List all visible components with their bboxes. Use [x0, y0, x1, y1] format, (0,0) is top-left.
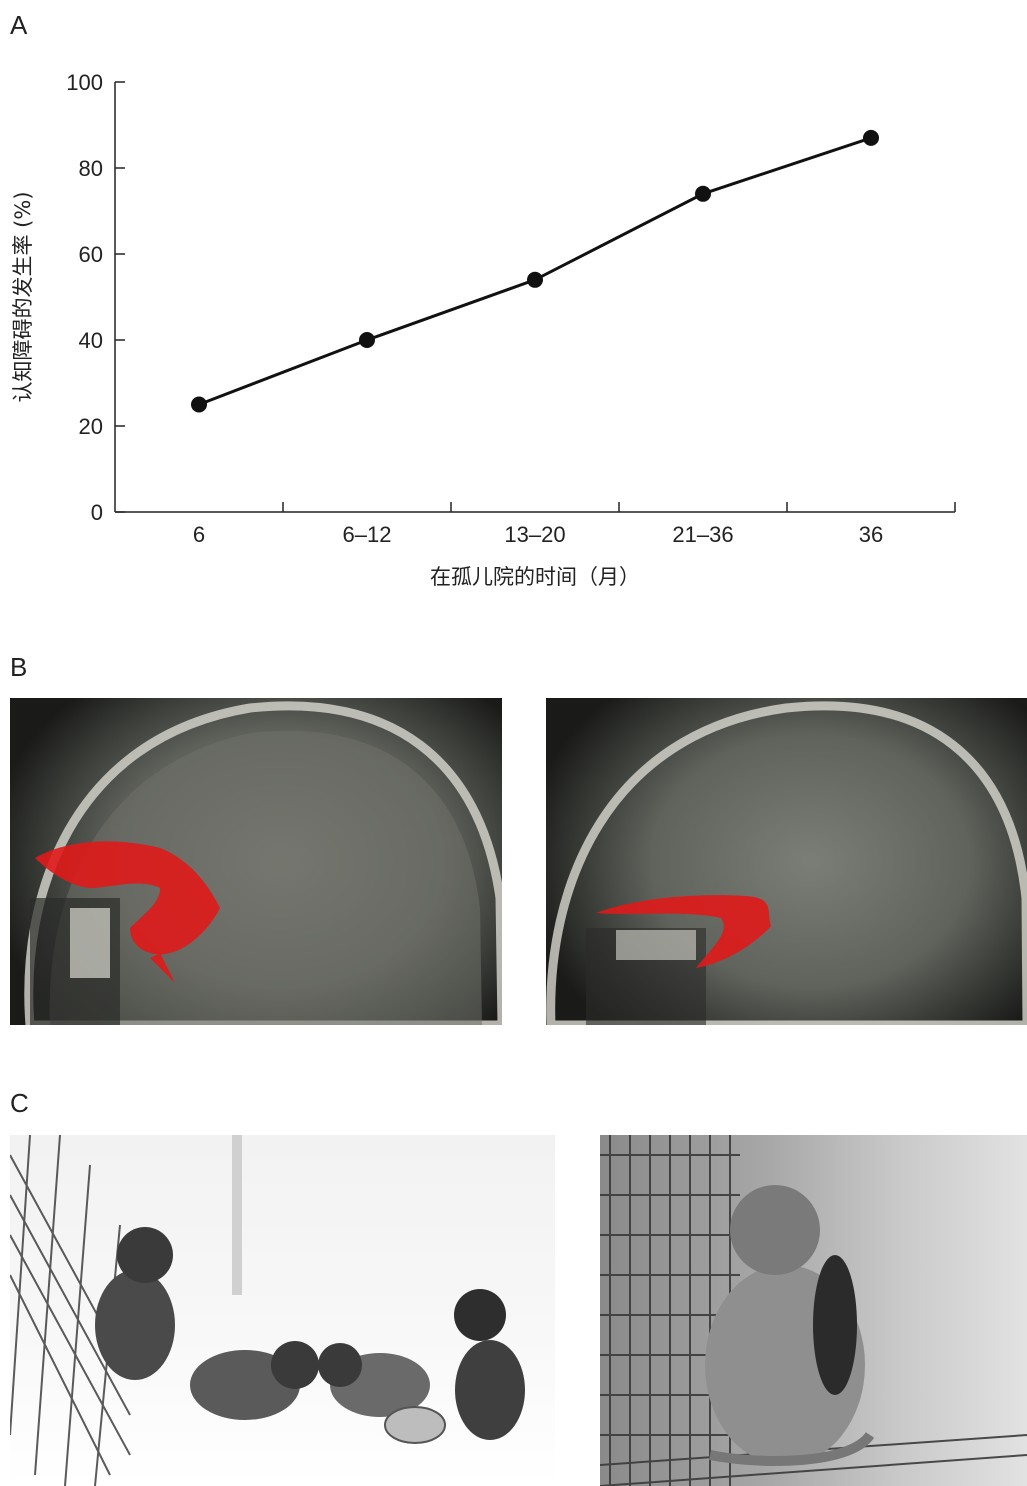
isolated-monkey-photo [600, 1135, 1027, 1486]
data-point [863, 129, 879, 146]
x-ticks: 6 6–12 13–20 21–36 36 [193, 502, 956, 547]
x-tick-label: 36 [859, 522, 883, 547]
data-point [695, 185, 711, 202]
red-tract-left [35, 841, 220, 955]
x-tick-label: 21–36 [672, 522, 733, 547]
mri-image-left [10, 698, 502, 1025]
x-axis-title: 在孤儿院的时间（月） [430, 565, 640, 589]
x-tick-label: 6–12 [343, 522, 392, 547]
line-chart: 0 20 40 60 80 100 6 6–12 13–20 21–36 36 在孤儿院的时间（月… [11, 70, 956, 589]
monkeys-group-photo [10, 1135, 555, 1486]
panel-label-c: C [10, 1088, 29, 1118]
mri-image-right [546, 698, 1027, 1025]
chart-axes [114, 82, 955, 513]
data-point [359, 332, 375, 348]
y-axis-title: 认知障碍的发生率 (%) [11, 191, 35, 402]
y-tick-label: 80 [79, 156, 103, 181]
panel-label-a: A [10, 10, 28, 40]
y-tick-label: 100 [66, 70, 103, 95]
y-tick-label: 0 [91, 500, 103, 525]
y-tick-label: 60 [79, 242, 103, 267]
x-tick-label: 13–20 [504, 522, 565, 547]
y-tick-label: 40 [79, 328, 103, 353]
series-line [198, 136, 872, 406]
panel-label-b: B [10, 652, 28, 682]
data-points [191, 129, 879, 413]
x-tick-label: 6 [193, 522, 205, 547]
data-point [191, 396, 207, 413]
y-ticks: 0 20 40 60 80 100 [66, 70, 125, 525]
y-tick-label: 20 [79, 414, 103, 439]
data-point [527, 271, 543, 288]
red-tract-right [596, 895, 771, 968]
